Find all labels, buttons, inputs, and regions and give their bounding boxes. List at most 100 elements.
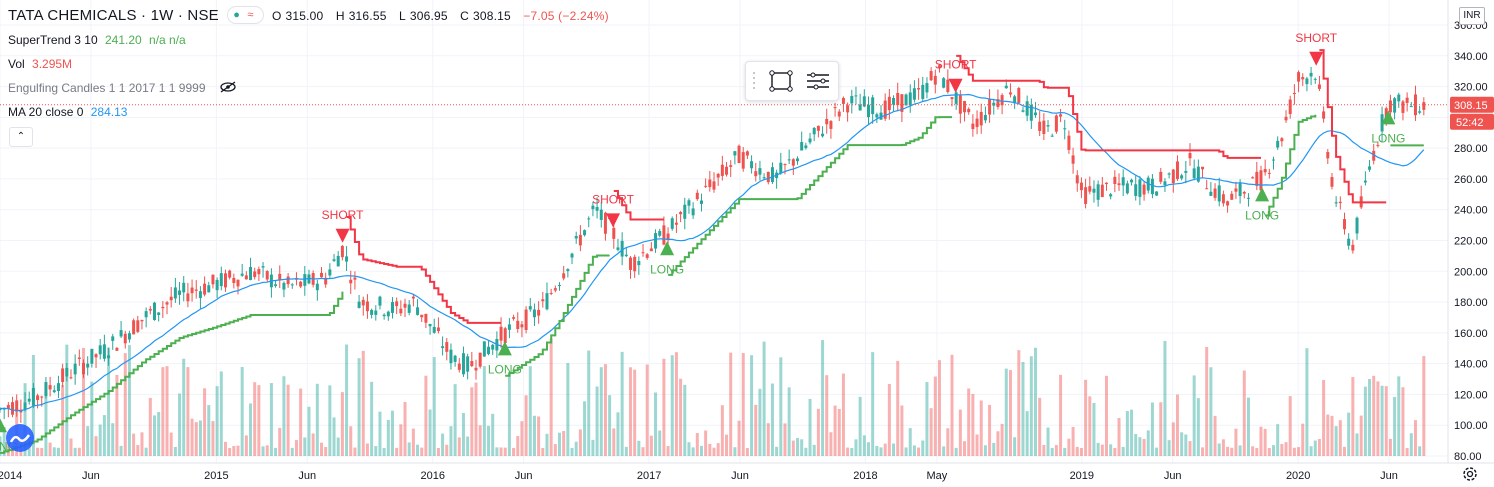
ohlc-low: L 306.95 [398,9,448,23]
candle-body [178,290,182,295]
volume-bar [303,437,307,456]
volume-bar [1347,412,1351,456]
volume-bar [1363,386,1367,456]
volume-bar [1059,374,1063,456]
candle-body [996,99,1000,108]
volume-bar [482,366,486,456]
volume-bar [1067,438,1071,456]
candle-body [716,173,720,178]
ohlc-high: H 316.55 [335,9,387,23]
volume-bar [620,351,624,456]
ma-line [0,93,1425,412]
volume-bar [370,381,374,456]
candle-body [1046,125,1050,127]
candle-body [971,123,975,130]
volume-bar [741,353,745,456]
drag-handle-icon[interactable] [752,70,756,92]
volume-bar [967,388,971,456]
candle-body [152,302,156,321]
candle-body [40,396,44,398]
volume-bar [169,432,173,456]
candle-body [115,347,119,351]
supertrend-name: SuperTrend 3 10 [8,33,98,47]
price-axis [1448,0,1494,487]
settings-lines-icon[interactable] [804,69,832,93]
gear-icon[interactable] [1460,464,1480,484]
candle-body [917,88,921,90]
ma-legend[interactable]: MA 20 close 0 284.13 [8,105,131,119]
candle-body [862,96,866,107]
volume-bar [1042,444,1046,456]
volume-bar [649,435,653,456]
volume-bar [1292,447,1296,456]
candle-body [800,142,804,151]
candle-body [303,274,307,286]
volume-legend[interactable]: Vol 3.295M [8,57,76,71]
candle-body [766,171,770,183]
volume-bar [687,442,691,456]
candle-body [896,92,900,106]
engulfing-legend[interactable]: Engulfing Candles 1 1 2017 1 1 9999 [8,81,237,95]
market-status-pill[interactable]: ● ≈ [227,6,264,24]
collapse-legend-button[interactable]: ⌃ [9,127,33,147]
volume-bar [1071,426,1075,456]
last-price-tag [1450,96,1494,113]
symbol-title[interactable]: TATA CHEMICALS · 1W · NSE [8,7,219,24]
volume-bar [219,371,223,456]
candle-body [491,344,495,350]
volume-bar [73,447,77,456]
x-tick-label: Jun [1380,470,1398,482]
volume-bar [1134,434,1138,456]
volume-bar [854,439,858,456]
candle-body [1284,116,1288,121]
tradingview-logo-icon[interactable] [6,424,34,452]
candle-body [1150,178,1154,195]
volume-bar [1075,446,1079,456]
candle-body [349,279,353,284]
x-tick-label: 2020 [1286,470,1310,482]
candle-body [628,257,632,270]
candle-body [1355,217,1359,234]
visibility-off-icon[interactable] [219,81,237,93]
candle-body [315,283,319,291]
volume-bar [1309,446,1313,456]
candle-body [578,234,582,246]
volume-bar [666,446,670,456]
candle-body [157,312,161,315]
candle-body [712,181,716,190]
candle-body [892,97,896,105]
supertrend-legend[interactable]: SuperTrend 3 10 241.20 n/a n/a [8,33,190,47]
candle-body [791,159,795,166]
x-tick-label: 2017 [637,470,661,482]
volume-bar [779,357,783,456]
y-tick-label: 140.00 [1454,359,1488,371]
volume-bar [553,444,557,456]
candle-body [1138,179,1142,197]
long-arrow [0,418,7,433]
candle-body [0,408,2,411]
candle-body [591,205,595,210]
volume-bar [487,425,491,456]
currency-badge[interactable]: INR [1459,7,1485,25]
volume-bar [253,382,257,456]
rectangle-tool-icon[interactable] [768,69,794,93]
volume-bar [1096,442,1100,456]
volume-bar [879,447,883,456]
candle-body [1201,166,1205,170]
candle-body [683,204,687,219]
candle-body [1342,219,1346,230]
volume-bar [821,340,825,456]
supertrend-line [1319,49,1387,204]
candle-body [937,65,941,68]
candle-body [545,293,549,310]
candle-body [1317,84,1321,89]
candle-body [553,288,557,291]
candle-body [1008,92,1012,95]
candle-body [1159,171,1163,182]
candle-body [332,259,336,261]
volume-bar [1192,375,1196,456]
volume-bar [787,387,791,456]
volume-bar [361,350,365,456]
floating-toolbar[interactable] [745,61,839,101]
